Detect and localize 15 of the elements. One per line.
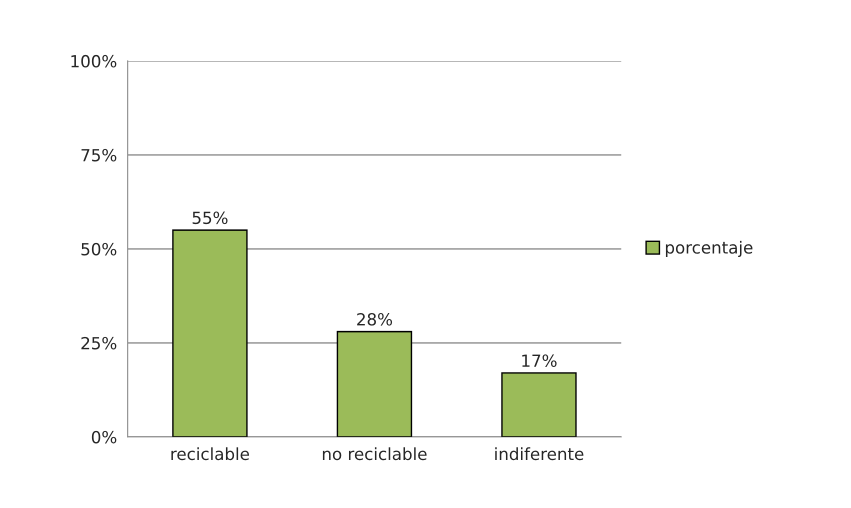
x-tick-label: no reciclable — [322, 447, 427, 460]
x-tick-label: indiferente — [495, 447, 584, 460]
data-label: 17% — [522, 354, 557, 367]
y-tick-label: 100% — [71, 54, 116, 68]
data-label: 55% — [192, 212, 228, 224]
y-tick-label: 50% — [81, 242, 116, 256]
y-tick-label: 0% — [92, 430, 116, 444]
legend-label: porcentaje — [666, 240, 752, 257]
data-label: 28% — [357, 313, 392, 326]
bar — [501, 372, 577, 437]
x-tick-label: reciclable — [171, 447, 250, 460]
y-tick-label: 75% — [82, 148, 116, 162]
bar — [172, 229, 248, 437]
bar — [336, 330, 412, 437]
y-tick-label: 25% — [81, 336, 116, 350]
